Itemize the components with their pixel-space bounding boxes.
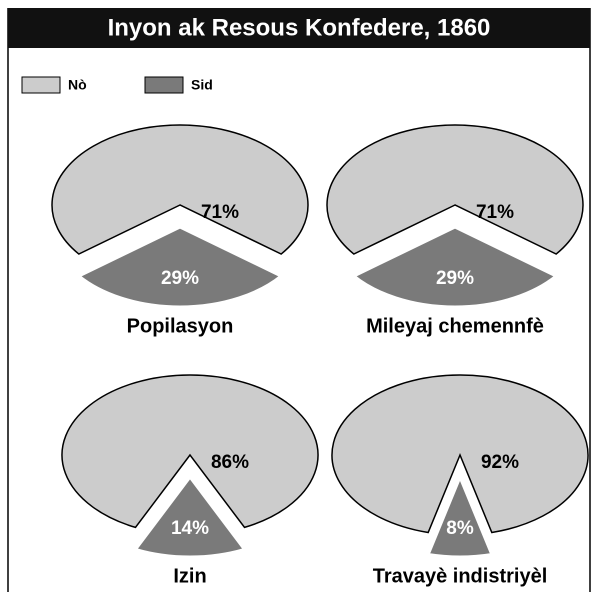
legend-swatch bbox=[145, 77, 183, 93]
pie-title: Izin bbox=[173, 565, 206, 587]
legend-swatch bbox=[22, 77, 60, 93]
value-label: 14% bbox=[171, 518, 209, 539]
pie-title: Mileyaj chemennfè bbox=[366, 315, 544, 337]
legend-label: Sid bbox=[191, 77, 213, 93]
value-label: 71% bbox=[476, 202, 514, 223]
page-title: Inyon ak Resous Konfedere, 1860 bbox=[108, 14, 491, 41]
pie-title: Travayè indistriyèl bbox=[373, 565, 548, 587]
pie-title: Popilasyon bbox=[127, 315, 234, 337]
value-label: 8% bbox=[446, 518, 474, 539]
value-label: 29% bbox=[161, 268, 199, 289]
value-label: 71% bbox=[201, 202, 239, 223]
chart: Inyon ak Resous Konfedere, 1860 Nò Sid 71%… bbox=[0, 0, 598, 597]
value-label: 29% bbox=[436, 268, 474, 289]
value-label: 92% bbox=[481, 452, 519, 473]
value-label: 86% bbox=[211, 452, 249, 473]
legend-label: Nò bbox=[68, 77, 87, 93]
